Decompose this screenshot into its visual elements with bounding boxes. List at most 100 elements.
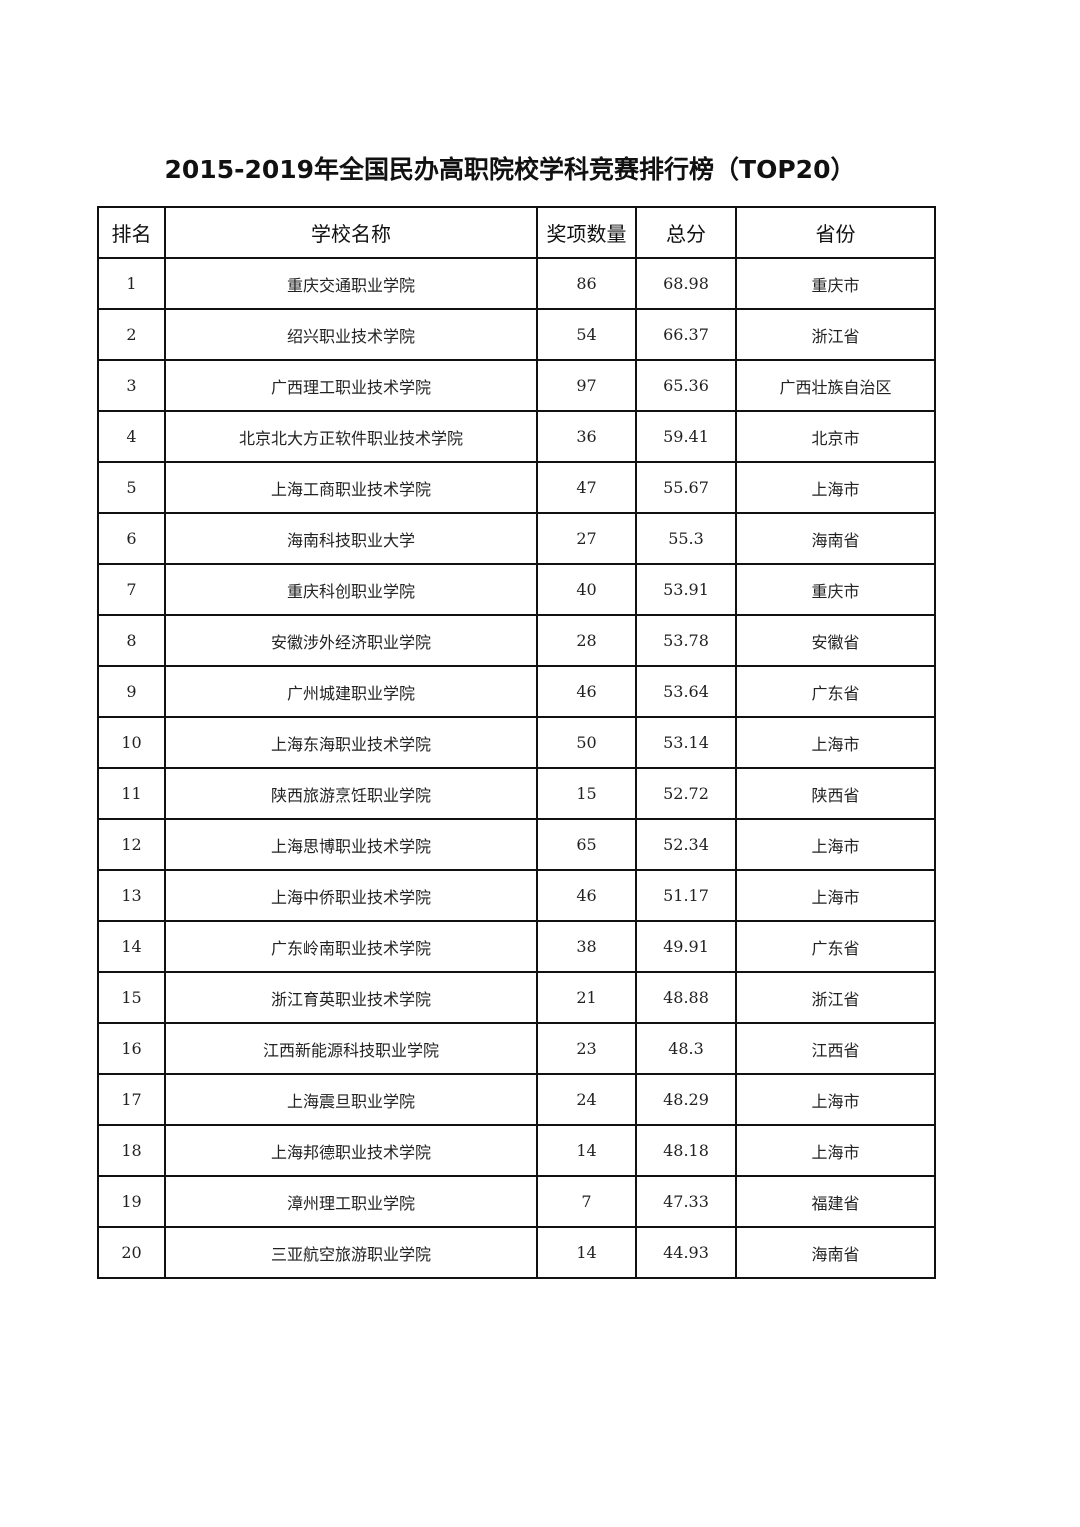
total-score-cell: 53.14	[635, 716, 737, 769]
rank-cell: 14	[97, 920, 166, 973]
rank-cell: 5	[97, 461, 166, 514]
school-name-cell: 上海中侨职业技术学院	[164, 869, 538, 922]
province-cell: 上海市	[735, 461, 936, 514]
header-rank: 排名	[97, 206, 166, 259]
school-name-cell: 绍兴职业技术学院	[164, 308, 538, 361]
table-header-row: 排名 学校名称 奖项数量 总分 省份	[97, 206, 936, 259]
total-score-cell: 65.36	[635, 359, 737, 412]
table-row: 15 浙江育英职业技术学院 21 48.88 浙江省	[97, 971, 936, 1024]
school-name-cell: 陕西旅游烹饪职业学院	[164, 767, 538, 820]
total-score-cell: 52.72	[635, 767, 737, 820]
province-cell: 上海市	[735, 716, 936, 769]
award-count-cell: 97	[536, 359, 637, 412]
school-name-cell: 三亚航空旅游职业学院	[164, 1226, 538, 1279]
total-score-cell: 49.91	[635, 920, 737, 973]
province-cell: 重庆市	[735, 257, 936, 310]
province-cell: 上海市	[735, 1124, 936, 1177]
province-cell: 海南省	[735, 1226, 936, 1279]
award-count-cell: 50	[536, 716, 637, 769]
ranking-table: 排名 学校名称 奖项数量 总分 省份 1 重庆交通职业学院 86 68.98 重庆市 2 绍…	[97, 206, 936, 1279]
province-cell: 陕西省	[735, 767, 936, 820]
award-count-cell: 27	[536, 512, 637, 565]
total-score-cell: 48.29	[635, 1073, 737, 1126]
table-row: 1 重庆交通职业学院 86 68.98 重庆市	[97, 257, 936, 310]
school-name-cell: 广西理工职业技术学院	[164, 359, 538, 412]
total-score-cell: 48.88	[635, 971, 737, 1024]
school-name-cell: 江西新能源科技职业学院	[164, 1022, 538, 1075]
rank-cell: 3	[97, 359, 166, 412]
award-count-cell: 15	[536, 767, 637, 820]
school-name-cell: 上海思博职业技术学院	[164, 818, 538, 871]
rank-cell: 15	[97, 971, 166, 1024]
rank-cell: 9	[97, 665, 166, 718]
total-score-cell: 53.78	[635, 614, 737, 667]
table-row: 7 重庆科创职业学院 40 53.91 重庆市	[97, 563, 936, 616]
award-count-cell: 46	[536, 665, 637, 718]
award-count-cell: 14	[536, 1124, 637, 1177]
rank-cell: 6	[97, 512, 166, 565]
table-row: 14 广东岭南职业技术学院 38 49.91 广东省	[97, 920, 936, 973]
school-name-cell: 上海邦德职业技术学院	[164, 1124, 538, 1177]
award-count-cell: 38	[536, 920, 637, 973]
header-total-score: 总分	[635, 206, 737, 259]
header-school-name: 学校名称	[164, 206, 538, 259]
total-score-cell: 53.64	[635, 665, 737, 718]
province-cell: 北京市	[735, 410, 936, 463]
rank-cell: 20	[97, 1226, 166, 1279]
rank-cell: 13	[97, 869, 166, 922]
rank-cell: 18	[97, 1124, 166, 1177]
rank-cell: 1	[97, 257, 166, 310]
award-count-cell: 40	[536, 563, 637, 616]
school-name-cell: 安徽涉外经济职业学院	[164, 614, 538, 667]
province-cell: 海南省	[735, 512, 936, 565]
table-row: 8 安徽涉外经济职业学院 28 53.78 安徽省	[97, 614, 936, 667]
total-score-cell: 55.67	[635, 461, 737, 514]
total-score-cell: 51.17	[635, 869, 737, 922]
total-score-cell: 53.91	[635, 563, 737, 616]
table-row: 6 海南科技职业大学 27 55.3 海南省	[97, 512, 936, 565]
province-cell: 广东省	[735, 665, 936, 718]
school-name-cell: 广东岭南职业技术学院	[164, 920, 538, 973]
province-cell: 重庆市	[735, 563, 936, 616]
total-score-cell: 47.33	[635, 1175, 737, 1228]
award-count-cell: 21	[536, 971, 637, 1024]
province-cell: 浙江省	[735, 971, 936, 1024]
rank-cell: 2	[97, 308, 166, 361]
total-score-cell: 52.34	[635, 818, 737, 871]
province-cell: 安徽省	[735, 614, 936, 667]
table-row: 19 漳州理工职业学院 7 47.33 福建省	[97, 1175, 936, 1228]
table-row: 13 上海中侨职业技术学院 46 51.17 上海市	[97, 869, 936, 922]
rank-cell: 10	[97, 716, 166, 769]
province-cell: 上海市	[735, 818, 936, 871]
award-count-cell: 23	[536, 1022, 637, 1075]
rank-cell: 4	[97, 410, 166, 463]
table-row: 18 上海邦德职业技术学院 14 48.18 上海市	[97, 1124, 936, 1177]
school-name-cell: 重庆交通职业学院	[164, 257, 538, 310]
rank-cell: 16	[97, 1022, 166, 1075]
school-name-cell: 上海震旦职业学院	[164, 1073, 538, 1126]
award-count-cell: 65	[536, 818, 637, 871]
table-row: 3 广西理工职业技术学院 97 65.36 广西壮族自治区	[97, 359, 936, 412]
award-count-cell: 14	[536, 1226, 637, 1279]
school-name-cell: 重庆科创职业学院	[164, 563, 538, 616]
page-title: 2015-2019年全国民办高职院校学科竞赛排行榜（TOP20）	[164, 155, 856, 184]
school-name-cell: 漳州理工职业学院	[164, 1175, 538, 1228]
header-province: 省份	[735, 206, 936, 259]
table-row: 5 上海工商职业技术学院 47 55.67 上海市	[97, 461, 936, 514]
rank-cell: 7	[97, 563, 166, 616]
table-row: 9 广州城建职业学院 46 53.64 广东省	[97, 665, 936, 718]
table-row: 2 绍兴职业技术学院 54 66.37 浙江省	[97, 308, 936, 361]
award-count-cell: 54	[536, 308, 637, 361]
total-score-cell: 48.18	[635, 1124, 737, 1177]
school-name-cell: 上海工商职业技术学院	[164, 461, 538, 514]
award-count-cell: 24	[536, 1073, 637, 1126]
award-count-cell: 36	[536, 410, 637, 463]
province-cell: 上海市	[735, 1073, 936, 1126]
rank-cell: 11	[97, 767, 166, 820]
table-row: 20 三亚航空旅游职业学院 14 44.93 海南省	[97, 1226, 936, 1279]
award-count-cell: 46	[536, 869, 637, 922]
rank-cell: 8	[97, 614, 166, 667]
total-score-cell: 48.3	[635, 1022, 737, 1075]
award-count-cell: 47	[536, 461, 637, 514]
rank-cell: 12	[97, 818, 166, 871]
